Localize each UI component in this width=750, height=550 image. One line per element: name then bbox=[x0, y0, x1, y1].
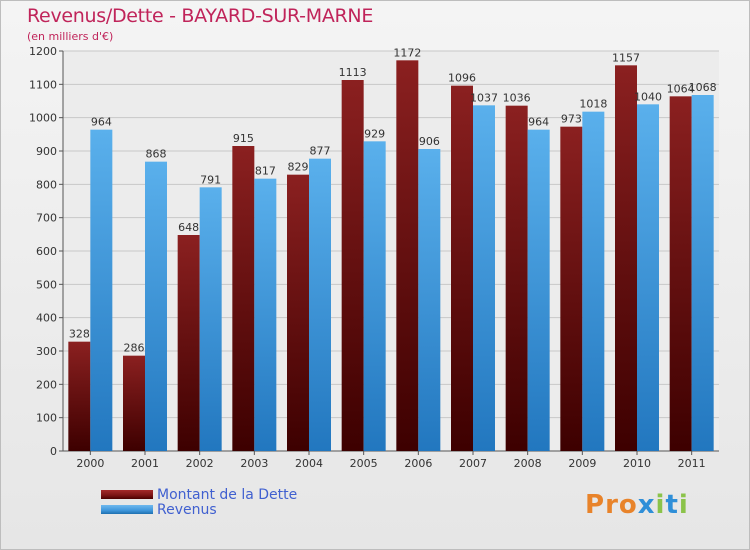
data-label-dette: 1036 bbox=[503, 92, 531, 105]
chart-title: Revenus/Dette - BAYARD-SUR-MARNE bbox=[27, 5, 374, 27]
y-tick-label: 1000 bbox=[29, 112, 57, 125]
data-label-revenus: 906 bbox=[419, 135, 440, 148]
bar-dette bbox=[505, 105, 528, 452]
y-tick-label: 900 bbox=[36, 145, 57, 158]
legend-item-revenus: Revenus bbox=[101, 501, 297, 518]
bar-dette bbox=[287, 174, 309, 451]
x-tick-label: 2010 bbox=[623, 457, 651, 470]
bar-revenus bbox=[145, 161, 167, 451]
bar-dette bbox=[232, 146, 255, 451]
y-tick-label: 600 bbox=[36, 245, 57, 258]
x-tick-label: 2002 bbox=[186, 457, 214, 470]
y-tick-label: 100 bbox=[36, 412, 57, 425]
data-label-revenus: 964 bbox=[528, 116, 549, 129]
bar-revenus bbox=[363, 141, 386, 452]
data-label-revenus: 1018 bbox=[579, 98, 607, 111]
x-tick-label: 2003 bbox=[240, 457, 268, 470]
bar-revenus bbox=[418, 149, 441, 451]
x-tick-label: 2009 bbox=[568, 457, 596, 470]
logo-letter: i bbox=[678, 490, 689, 520]
logo-letter: x bbox=[637, 490, 656, 520]
data-label-revenus: 877 bbox=[310, 145, 331, 158]
y-tick-label: 1200 bbox=[29, 45, 57, 58]
legend: Montant de la Dette Revenus bbox=[101, 486, 298, 518]
x-tick-label: 2006 bbox=[404, 457, 432, 470]
bar-revenus bbox=[90, 129, 113, 451]
logo-letter: P bbox=[585, 490, 606, 520]
data-label-dette: 829 bbox=[288, 161, 309, 174]
x-tick-label: 2004 bbox=[295, 457, 323, 470]
bar-revenus bbox=[637, 104, 659, 451]
bar-dette bbox=[669, 96, 692, 451]
data-label-revenus: 817 bbox=[255, 165, 276, 178]
data-label-dette: 1113 bbox=[339, 66, 367, 79]
logo-letter: r bbox=[605, 490, 619, 520]
logo-letter: t bbox=[665, 490, 679, 520]
data-label-dette: 648 bbox=[178, 221, 199, 234]
data-label-revenus: 964 bbox=[91, 116, 112, 129]
bar-dette bbox=[177, 235, 200, 451]
logo-letter: o bbox=[618, 490, 638, 520]
legend-swatch-dette bbox=[101, 490, 153, 499]
data-label-dette: 1172 bbox=[393, 46, 421, 59]
proxiti-logo: Proxiti bbox=[585, 490, 689, 520]
bar-revenus bbox=[582, 111, 605, 452]
bar-dette bbox=[560, 126, 583, 452]
bar-revenus bbox=[691, 95, 714, 451]
data-label-revenus: 791 bbox=[200, 173, 221, 186]
data-label-dette: 915 bbox=[233, 132, 254, 145]
y-tick-label: 500 bbox=[36, 278, 57, 291]
data-label-revenus: 1068 bbox=[689, 81, 717, 94]
y-tick-label: 1100 bbox=[29, 78, 57, 91]
y-tick-label: 200 bbox=[36, 378, 57, 391]
x-tick-label: 2001 bbox=[131, 457, 159, 470]
y-tick-label: 400 bbox=[36, 312, 57, 325]
bar-dette bbox=[396, 60, 419, 451]
data-label-dette: 328 bbox=[69, 328, 90, 341]
data-label-dette: 1157 bbox=[612, 51, 640, 64]
y-tick-label: 700 bbox=[36, 212, 57, 225]
x-tick-label: 2008 bbox=[514, 457, 542, 470]
bar-revenus bbox=[254, 178, 277, 451]
bar-dette bbox=[68, 341, 91, 451]
legend-label-dette: Montant de la Dette bbox=[157, 486, 298, 503]
bar-revenus bbox=[199, 187, 222, 452]
bar-dette bbox=[615, 65, 637, 451]
data-label-revenus: 929 bbox=[364, 127, 385, 140]
y-tick-label: 800 bbox=[36, 178, 57, 191]
data-label-dette: 1064 bbox=[667, 82, 695, 95]
data-label-dette: 286 bbox=[124, 342, 145, 355]
y-tick-label: 0 bbox=[50, 445, 57, 458]
bar-dette bbox=[341, 80, 364, 451]
bar-revenus bbox=[309, 158, 331, 451]
x-tick-label: 2011 bbox=[678, 457, 706, 470]
data-label-revenus: 868 bbox=[146, 148, 167, 161]
data-label-revenus: 1037 bbox=[470, 91, 498, 104]
legend-item-dette: Montant de la Dette bbox=[101, 486, 298, 503]
bar-revenus bbox=[473, 105, 495, 451]
bar-dette bbox=[123, 355, 145, 451]
data-label-dette: 973 bbox=[561, 113, 582, 126]
x-tick-label: 2005 bbox=[350, 457, 378, 470]
y-tick-label: 300 bbox=[36, 345, 57, 358]
chart-subtitle: (en milliers d'€) bbox=[27, 30, 114, 43]
bar-revenus bbox=[527, 129, 550, 451]
legend-swatch-revenus bbox=[101, 505, 153, 514]
data-label-revenus: 1040 bbox=[634, 90, 662, 103]
legend-label-revenus: Revenus bbox=[157, 501, 217, 518]
data-label-dette: 1096 bbox=[448, 72, 476, 85]
x-tick-label: 2007 bbox=[459, 457, 487, 470]
bar-dette bbox=[451, 85, 473, 452]
logo-letter: i bbox=[655, 490, 666, 520]
x-tick-label: 2000 bbox=[76, 457, 104, 470]
